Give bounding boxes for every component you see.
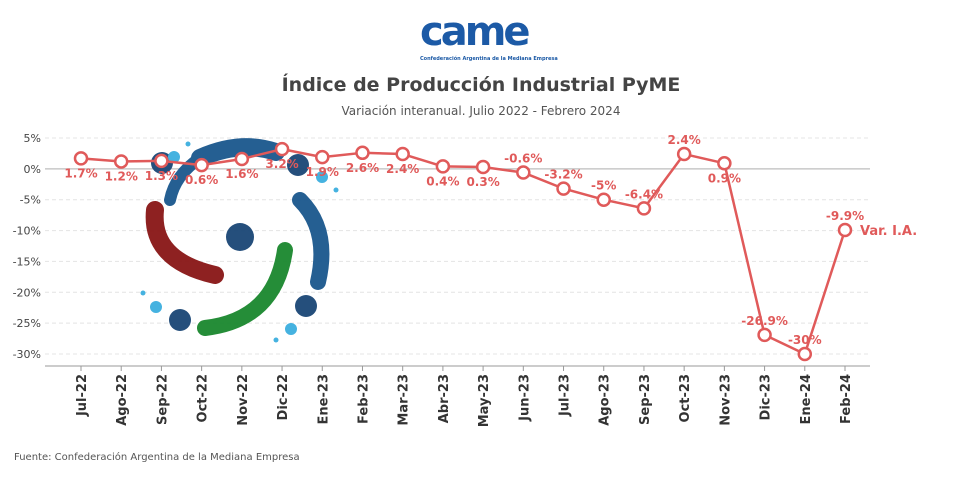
data-label: 1.6% — [225, 167, 258, 181]
data-point — [556, 181, 571, 196]
data-label: 1.2% — [105, 169, 138, 183]
chart-title: Índice de Producción Industrial PyME — [281, 74, 681, 96]
logo-subtitle: Confederación Argentina de la Mediana Em… — [420, 56, 558, 62]
y-tick-label: -10% — [13, 225, 41, 238]
data-point — [676, 146, 692, 162]
series-legend-label: Var. I.A. — [860, 224, 917, 239]
x-tick-label: Jun-23 — [517, 374, 532, 422]
data-label: -6.4% — [625, 187, 663, 201]
data-point — [315, 149, 330, 165]
data-label: -26.9% — [741, 314, 788, 328]
x-tick-label: Ago-23 — [598, 374, 613, 426]
data-point — [395, 146, 410, 162]
data-point — [797, 346, 813, 362]
data-label: 0.3% — [466, 175, 499, 189]
data-label: 3.2% — [265, 157, 298, 171]
data-point — [274, 141, 290, 157]
y-axis: 5% 0% -5% -10% -15% -20% -25% -30% — [13, 132, 41, 361]
x-tick-label: Jul-22 — [75, 374, 90, 417]
x-tick-label: Nov-23 — [718, 374, 733, 426]
data-point — [113, 154, 129, 169]
data-point — [516, 165, 531, 180]
x-tick-label: Feb-23 — [356, 374, 371, 424]
data-label: -5% — [591, 179, 616, 193]
series-points — [73, 141, 853, 362]
data-point — [73, 151, 89, 166]
data-point — [435, 159, 451, 174]
x-tick-label: Sep-23 — [638, 374, 653, 425]
data-point — [636, 201, 652, 216]
x-tick-label: Nov-22 — [236, 374, 251, 426]
data-labels: 1.7% 1.2% 1.3% 0.6% 1.6% 3.2% 1.9% 2.6% 2.4% 0.4%… — [64, 133, 864, 347]
x-tick-label: Oct-22 — [196, 374, 211, 422]
y-tick-label: 5% — [24, 132, 41, 145]
x-tick-label: Dic-23 — [759, 374, 774, 420]
x-tick-label: Sep-22 — [155, 374, 170, 425]
x-tick-label: Oct-23 — [678, 374, 693, 422]
x-tick-label: Dic-22 — [276, 374, 291, 420]
source-note: Fuente: Confederación Argentina de la Me… — [14, 452, 300, 463]
data-point — [194, 157, 209, 173]
data-label: 0.6% — [185, 173, 218, 187]
x-tick-label: Ene-23 — [316, 374, 331, 424]
x-tick-label: Ago-22 — [115, 374, 130, 426]
data-point — [757, 327, 772, 343]
data-label: 1.3% — [145, 169, 178, 183]
data-label: 2.4% — [386, 162, 419, 176]
data-point — [154, 153, 169, 169]
data-point — [717, 156, 732, 171]
y-tick-label: -5% — [20, 194, 41, 207]
x-tick-label: Jul-23 — [558, 374, 573, 417]
x-axis: Jul-22 Ago-22 Sep-22 Oct-22 Nov-22 Dic-22 Ene-… — [45, 365, 870, 427]
y-tick-label: -30% — [13, 348, 41, 361]
y-tick-label: -20% — [13, 286, 41, 299]
data-label: 2.4% — [668, 133, 701, 147]
data-label: 2.6% — [346, 161, 379, 175]
came-logo: came Confederación Argentina de la Media… — [420, 8, 558, 70]
data-label: -9.9% — [826, 209, 864, 223]
data-label: 1.7% — [64, 166, 97, 180]
logo-wordmark: came — [420, 9, 531, 55]
data-label: -0.6% — [504, 152, 542, 166]
data-label: 1.9% — [306, 165, 339, 179]
y-tick-label: -15% — [13, 255, 41, 268]
data-label: -3.2% — [544, 168, 582, 182]
x-tick-label: May-23 — [477, 374, 492, 427]
chart-subtitle: Variación interanual. Julio 2022 - Febre… — [341, 104, 621, 118]
y-tick-label: -25% — [13, 317, 41, 330]
x-tick-label: Abr-23 — [437, 374, 452, 423]
data-point — [355, 145, 370, 161]
x-tick-label: Feb-24 — [839, 374, 854, 424]
data-point — [596, 192, 611, 207]
data-point — [837, 222, 853, 238]
data-label: -30% — [788, 333, 822, 347]
data-point — [234, 151, 250, 167]
x-tick-label: Mar-23 — [397, 374, 412, 426]
data-label: 0.9% — [708, 171, 741, 185]
x-tick-label: Ene-24 — [799, 374, 814, 424]
data-point — [475, 159, 491, 175]
y-tick-label: 0% — [24, 163, 41, 176]
data-label: 0.4% — [426, 174, 459, 188]
